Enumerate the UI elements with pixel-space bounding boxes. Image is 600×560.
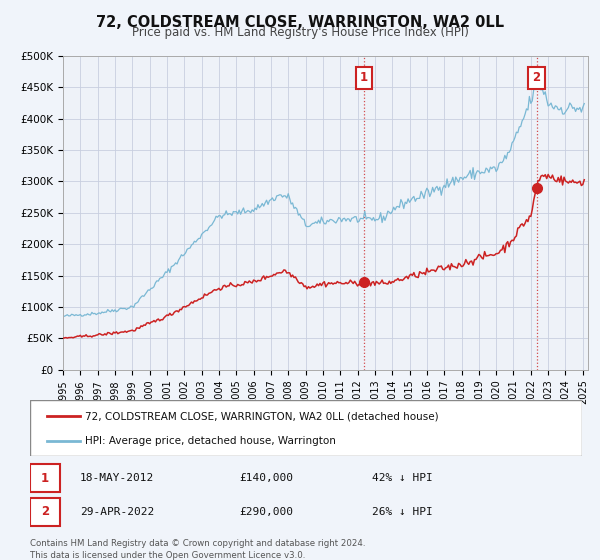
Text: 18-MAY-2012: 18-MAY-2012 [80,473,154,483]
Text: £290,000: £290,000 [240,507,294,517]
Text: 42% ↓ HPI: 42% ↓ HPI [372,473,433,483]
Text: Contains HM Land Registry data © Crown copyright and database right 2024.
This d: Contains HM Land Registry data © Crown c… [30,539,365,559]
Text: 72, COLDSTREAM CLOSE, WARRINGTON, WA2 0LL (detached house): 72, COLDSTREAM CLOSE, WARRINGTON, WA2 0L… [85,411,439,421]
FancyBboxPatch shape [30,400,582,456]
Text: 29-APR-2022: 29-APR-2022 [80,507,154,517]
FancyBboxPatch shape [30,464,61,492]
Text: 72, COLDSTREAM CLOSE, WARRINGTON, WA2 0LL: 72, COLDSTREAM CLOSE, WARRINGTON, WA2 0L… [96,15,504,30]
Text: 2: 2 [41,505,49,519]
Text: 1: 1 [360,72,368,85]
Text: Price paid vs. HM Land Registry's House Price Index (HPI): Price paid vs. HM Land Registry's House … [131,26,469,39]
Text: £140,000: £140,000 [240,473,294,483]
Text: 1: 1 [41,472,49,485]
Text: 26% ↓ HPI: 26% ↓ HPI [372,507,433,517]
Text: 2: 2 [532,72,541,85]
Text: HPI: Average price, detached house, Warrington: HPI: Average price, detached house, Warr… [85,436,336,446]
FancyBboxPatch shape [30,498,61,526]
